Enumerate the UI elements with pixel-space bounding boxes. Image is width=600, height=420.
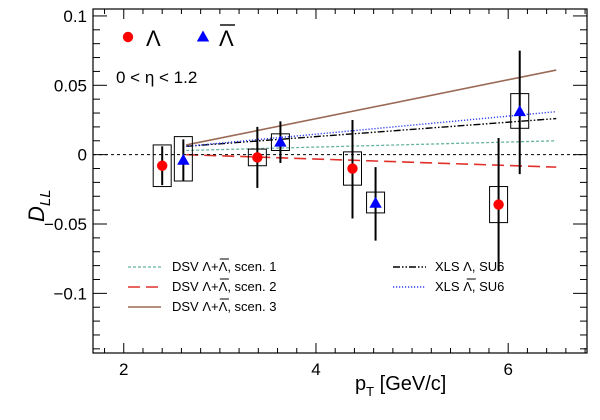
theory-curve-5 <box>186 110 557 148</box>
data-markers <box>156 105 526 210</box>
y-tick-label: −0.1 <box>53 284 87 303</box>
y-tick-label: −0.05 <box>44 215 87 234</box>
theory-legend-label: XLS Λ, SU6 <box>435 259 504 274</box>
y-tick-label: 0.05 <box>54 76 87 95</box>
antilambda-legend-label: Λ <box>219 26 234 51</box>
theory-legend-label: DSV Λ+Λ, scen. 1 <box>172 259 276 274</box>
axis-ticks <box>93 9 587 353</box>
lambda-point <box>493 199 504 210</box>
y-tick-label: 0 <box>78 146 87 165</box>
theory-legend: DSV Λ+Λ, scen. 1 DSV Λ+Λ, scen. 2 DSV Λ+Λ,… <box>128 258 504 314</box>
y-axis-label: DLL <box>24 189 54 222</box>
eta-range-label: 0 < η < 1.2 <box>116 68 197 87</box>
lambda-point <box>347 163 358 174</box>
antilambda-point <box>274 135 287 147</box>
x-tick-label: 2 <box>119 360 128 379</box>
systematic-box <box>152 144 172 188</box>
lambda-point <box>252 152 263 163</box>
lambda-legend-label: Λ <box>146 26 161 51</box>
x-tick-label: 4 <box>311 360 320 379</box>
lambda-point <box>156 160 168 171</box>
lambda-legend-marker <box>122 31 134 43</box>
x-axis-label: pT [GeV/c] <box>355 373 446 399</box>
theory-curve-4 <box>186 117 557 148</box>
antilambda-point <box>513 105 526 117</box>
theory-legend-label: DSV Λ+Λ, scen. 3 <box>172 299 276 314</box>
y-tick-labels: −0.1 −0.05 0 0.05 0.1 <box>44 7 87 303</box>
antilambda-point <box>177 153 190 165</box>
antilambda-legend-marker <box>196 30 210 42</box>
x-tick-label: 6 <box>503 360 512 379</box>
x-tick-labels: 2 4 6 <box>119 360 513 379</box>
y-tick-label: 0.1 <box>63 7 87 26</box>
theory-legend-label: DSV Λ+Λ, scen. 2 <box>172 279 276 294</box>
antilambda-point <box>369 196 382 208</box>
plot-frame <box>92 8 588 354</box>
theory-curve-3 <box>186 69 557 146</box>
theory-legend-label: XLS Λ, SU6 <box>435 279 504 294</box>
